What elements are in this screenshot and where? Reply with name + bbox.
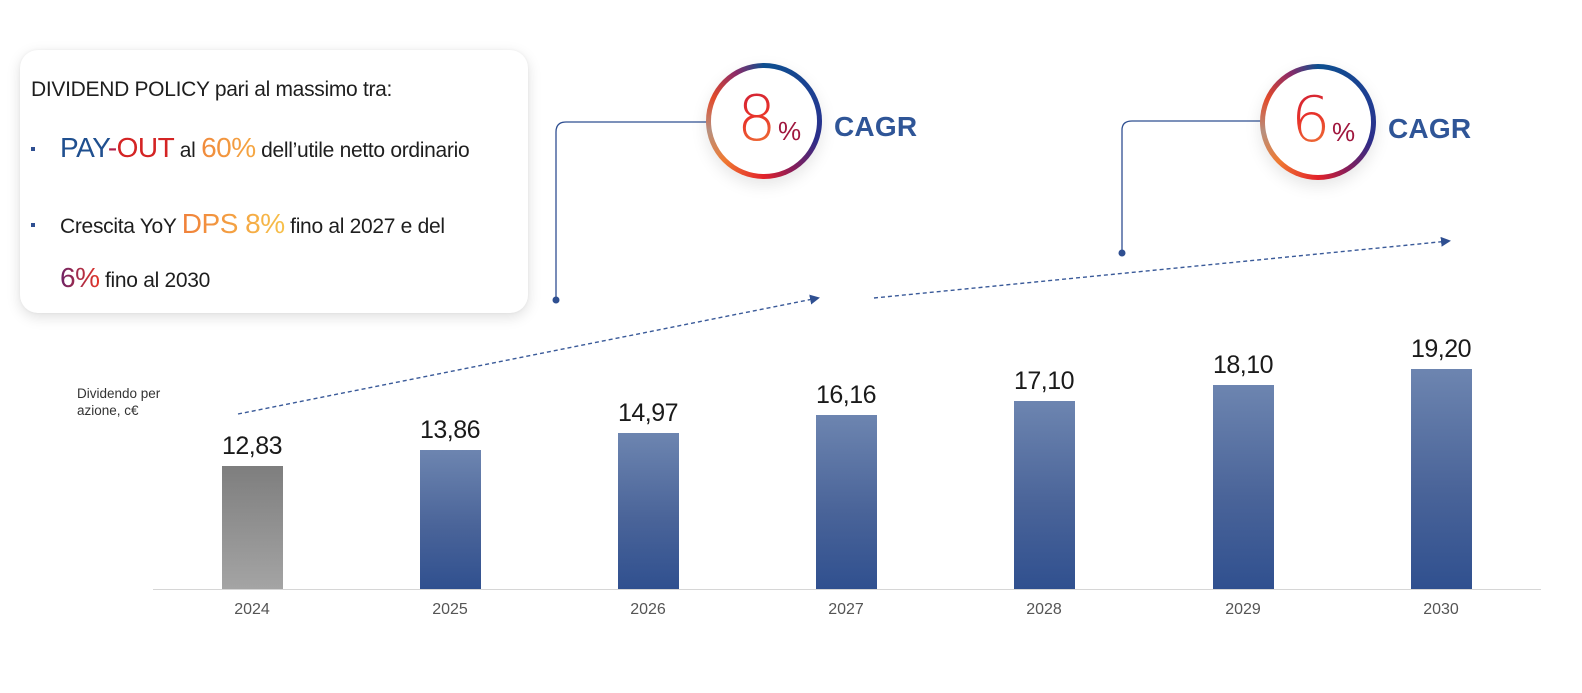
- bar-2028: [1014, 401, 1075, 589]
- bar-2030: [1411, 369, 1472, 589]
- bar-2029: [1213, 385, 1274, 589]
- year-label-2024: 2024: [234, 601, 270, 618]
- payout-out: OUT: [116, 132, 175, 163]
- bullet-icon: [31, 223, 35, 228]
- bar-2027: [816, 415, 877, 589]
- year-label-2026: 2026: [630, 601, 666, 618]
- connector-line-8: [555, 121, 708, 300]
- growth-dps: DPS 8%: [181, 208, 285, 239]
- year-label-2030: 2030: [1423, 601, 1459, 618]
- bullet-icon: [31, 147, 35, 152]
- x-axis-baseline: [153, 589, 1541, 590]
- cagr-badge-6: 6 %: [1260, 64, 1376, 180]
- connector-line-6: [1121, 120, 1262, 253]
- year-label-2027: 2027: [828, 601, 864, 618]
- bullet-growth-line2: 6% fino al 2030: [60, 262, 210, 294]
- growth-6pct: 6%: [60, 262, 100, 293]
- growth-rest: fino al 2027 e del: [284, 215, 445, 238]
- payout-dash: -: [107, 132, 117, 163]
- y-axis-label-line2: azione, c€: [77, 403, 139, 418]
- payout-rest: dell’utile netto ordinario: [255, 139, 470, 162]
- dividend-policy-card: DIVIDEND POLICY pari al massimo tra: PAY…: [20, 50, 528, 313]
- cagr-percent-sign: %: [778, 116, 802, 146]
- bullet-growth: Crescita YoY DPS 8% fino al 2027 e del: [31, 208, 445, 240]
- growth-rest2: fino al 2030: [99, 269, 210, 292]
- connector-dot-6: [1118, 249, 1126, 257]
- payout-pay: PAY: [60, 132, 108, 163]
- year-label-2028: 2028: [1026, 601, 1062, 618]
- trend-arrow-2: [873, 236, 1451, 299]
- bar-2024: [222, 466, 283, 589]
- value-label-2026: 14,97: [617, 399, 679, 427]
- year-label-2029: 2029: [1225, 601, 1261, 618]
- y-axis-label: Dividendo per azione, c€: [77, 385, 160, 419]
- cagr-label-8: CAGR: [834, 111, 918, 142]
- policy-title: DIVIDEND POLICY pari al massimo tra:: [31, 78, 393, 101]
- value-label-2028: 17,10: [1013, 367, 1075, 395]
- value-label-2027: 16,16: [815, 381, 877, 409]
- growth-pre: Crescita YoY: [60, 215, 182, 238]
- bullet-payout: PAY-OUT al 60% dell’utile netto ordinari…: [31, 132, 470, 164]
- cagr-number: 6: [1291, 83, 1331, 156]
- bar-2025: [420, 450, 481, 589]
- payout-percent: 60%: [201, 132, 256, 163]
- value-label-2024: 12,83: [221, 432, 283, 460]
- value-label-2025: 13,86: [419, 416, 481, 444]
- value-label-2029: 18,10: [1212, 351, 1274, 379]
- cagr-number: 8: [737, 82, 777, 155]
- cagr-label-6: CAGR: [1388, 113, 1472, 144]
- cagr-percent-sign: %: [1332, 117, 1356, 147]
- cagr-badge-8: 8 %: [706, 63, 822, 179]
- bar-2026: [618, 433, 679, 589]
- connector-dot-8: [552, 296, 560, 304]
- trend-arrow-1: [237, 294, 820, 415]
- payout-al: al: [174, 139, 202, 162]
- year-label-2025: 2025: [432, 601, 468, 618]
- value-label-2030: 19,20: [1410, 335, 1472, 363]
- y-axis-label-line1: Dividendo per: [77, 386, 161, 401]
